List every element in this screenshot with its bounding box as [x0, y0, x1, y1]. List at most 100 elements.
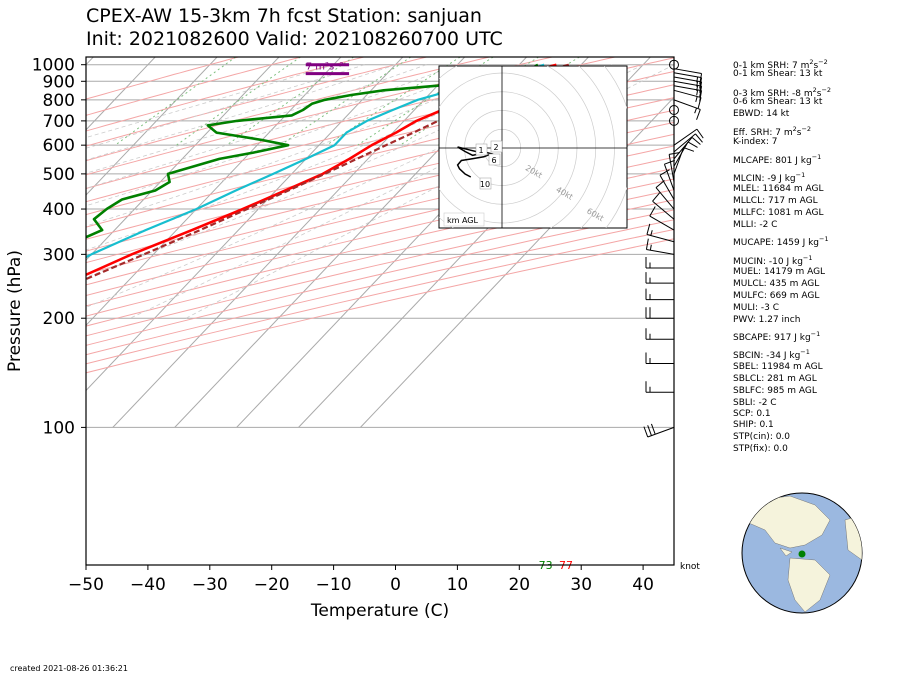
index-item: MLLI: -2 C: [733, 220, 777, 231]
index-item: SBCAPE: 917 J kg−1: [733, 329, 820, 344]
wind-barb-flag: [650, 423, 656, 435]
isotherm: [86, 57, 280, 261]
plot-frame: [85, 56, 675, 566]
index-item: Eff. SRH: 7 m2s−2: [733, 124, 811, 139]
hodograph-height-box: [475, 143, 488, 156]
wind-unit-label: knot: [680, 562, 700, 572]
wind-barb-staff: [673, 72, 702, 79]
x-tick-label: −30: [192, 575, 228, 595]
wind-barb-half-flag: [694, 107, 698, 114]
mixing-ratio-line: [226, 57, 354, 146]
wind-barb-staff: [673, 68, 702, 75]
index-item: MUCAPE: 1459 J kg−1: [733, 234, 829, 249]
index-label: K-index: 7: [733, 137, 778, 147]
wind-barb-flag: [699, 73, 703, 85]
hodograph-height-box: [488, 153, 501, 166]
x-axis-label: Temperature (C): [310, 601, 449, 621]
index-label: 0-1 km Shear: 13 kt: [733, 69, 823, 79]
index-superscript: −1: [819, 235, 829, 243]
x-tick-label: −50: [68, 575, 104, 595]
x-tick-label: −20: [254, 575, 290, 595]
index-label: 0-6 km Shear: 13 kt: [733, 97, 823, 107]
dry-adiabat: [86, 57, 239, 100]
wind-barb-flag: [699, 90, 703, 102]
mixing-ratio-line: [176, 57, 301, 146]
wind-barb-flag: [696, 109, 701, 120]
wind-barb-flag: [645, 238, 649, 250]
isotherm: [112, 57, 466, 428]
station-marker: [798, 550, 806, 558]
index-label: PWV: 1.27 inch: [733, 315, 801, 325]
x-tick-label: −10: [316, 575, 352, 595]
north-america: [742, 495, 831, 549]
index-item: MLEL: 11684 m AGL: [733, 184, 823, 195]
index-label: MULI: -3 C: [733, 303, 780, 313]
index-label: MLCAPE: 801 J kg: [733, 156, 812, 166]
index-label: MLLI: -2 C: [733, 220, 778, 230]
wind-barb-flag: [652, 192, 661, 202]
index-label: STP(fix): 0.0: [733, 444, 788, 454]
y-tick-label: 800: [43, 91, 75, 111]
wind-barb-half-flag: [650, 230, 653, 236]
wind-barb-staff: [673, 99, 701, 110]
chart-subtitle: Init: 2021082600 Valid: 202108260700 UTC: [86, 28, 503, 50]
hodograph-height-label: 1: [478, 146, 483, 155]
index-label: MLCIN: -9 J kg: [733, 174, 796, 184]
index-superscript: −1: [795, 171, 806, 179]
globe-locator: [741, 492, 863, 614]
index-label: Eff. SRH: 7 m: [733, 128, 793, 138]
wind-barb-flag: [683, 147, 695, 152]
index-superscript: 2: [812, 86, 817, 94]
index-superscript: −2: [821, 86, 832, 94]
index-item: MLLCL: 717 m AGL: [733, 196, 818, 207]
wind-barb-staff: [647, 426, 675, 438]
x-tick-label: −40: [130, 575, 166, 595]
index-item: STP(cin): 0.0: [733, 432, 790, 443]
y-tick-label: 500: [43, 165, 75, 185]
isotherm: [360, 96, 674, 428]
wind-barb-half-flag: [695, 96, 698, 102]
wind-barb-staff: [659, 174, 675, 200]
dewpoint-line: [86, 63, 539, 239]
dry-adiabat: [86, 145, 674, 286]
dry-adiabat: [86, 57, 490, 162]
wind-barb-staff: [646, 248, 675, 255]
wind-barb-staff: [663, 163, 675, 191]
wind-barb-half-flag: [696, 89, 699, 96]
dry-adiabat: [86, 228, 674, 365]
srh-bar-label: 7 m²s⁻²: [306, 62, 344, 73]
index-label: SBCIN: -34 J kg: [733, 351, 801, 361]
hodograph-height-label: 6: [491, 156, 496, 165]
y-tick-label: 300: [43, 245, 75, 265]
index-item: SBCIN: -34 J kg−1: [733, 347, 810, 362]
calm-wind-circle: [669, 105, 679, 116]
wind-barb-staff: [673, 89, 702, 99]
created-timestamp: created 2021-08-26 01:36:21: [10, 664, 128, 673]
hodograph-height-label: 10: [480, 180, 490, 189]
dry-adiabat: [86, 209, 674, 346]
index-item: MULCL: 435 m AGL: [733, 279, 819, 290]
wind-barb-half-flag: [696, 76, 699, 83]
index-superscript: −1: [800, 348, 810, 356]
y-tick-label: 700: [43, 112, 75, 132]
index-item: MUEL: 14179 m AGL: [733, 267, 825, 278]
index-unit: s: [813, 61, 819, 71]
index-superscript: −1: [810, 330, 821, 338]
wind-barb-flag: [659, 169, 670, 176]
index-label: SBLI: -2 C: [733, 398, 777, 408]
dry-adiabat: [86, 199, 674, 337]
index-label: MUCAPE: 1459 J kg: [733, 238, 820, 248]
wind-barbs: knot: [643, 59, 704, 572]
index-item: STP(fix): 0.0: [733, 444, 788, 455]
isotherm: [86, 57, 218, 196]
moist-adiabat: [86, 64, 427, 174]
x-tick-label: 30: [570, 575, 592, 595]
moist-adiabat: [86, 64, 396, 161]
y-tick-label: 100: [43, 418, 75, 438]
wind-barb-flag: [647, 425, 652, 436]
index-item: MULFC: 669 m AGL: [733, 291, 819, 302]
index-superscript: 2: [792, 125, 797, 133]
wind-barb-flag: [669, 151, 681, 155]
y-tick-label: 200: [43, 309, 75, 329]
